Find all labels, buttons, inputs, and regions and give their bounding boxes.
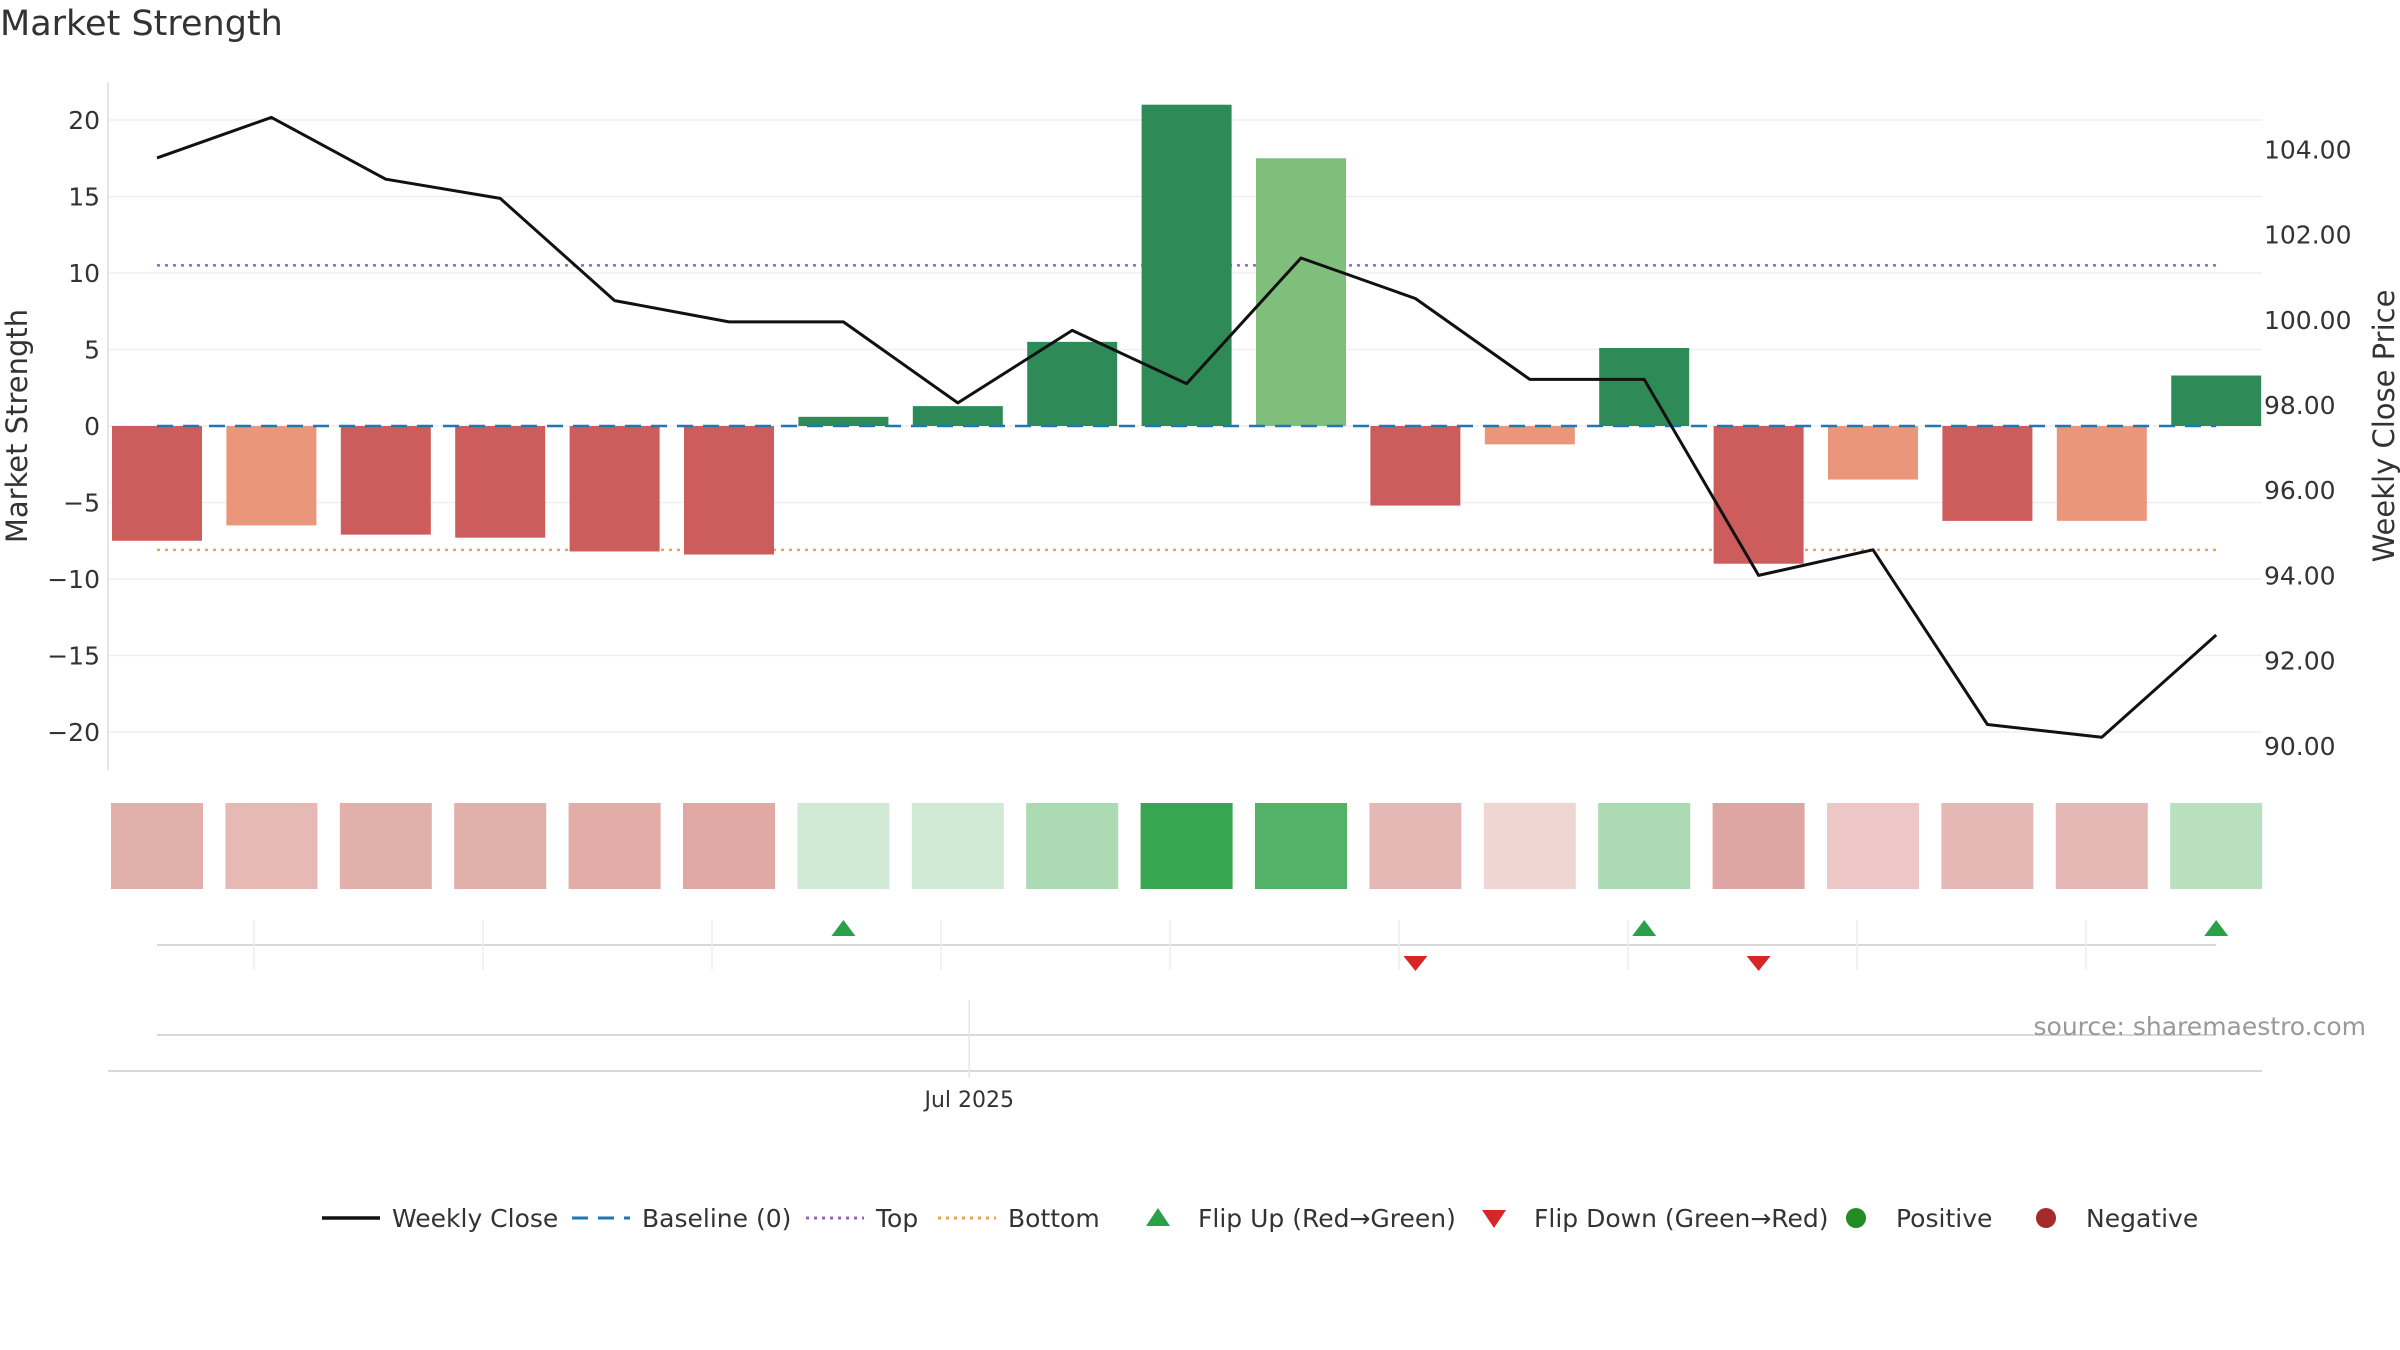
strength-bar — [455, 426, 546, 538]
legend: Weekly Close Baseline (0) Top Bottom Flip Up… — [322, 1204, 2198, 1233]
strength-bar — [1599, 347, 1690, 426]
legend-label: Negative — [2086, 1204, 2198, 1233]
y-tick-label-left: 15 — [68, 183, 100, 212]
heat-cell — [454, 803, 547, 889]
legend-label: Flip Up (Red→Green) — [1198, 1204, 1456, 1233]
chart-title: Market Strength — [0, 4, 283, 44]
flip-up-marker — [831, 920, 856, 936]
legend-item: Weekly Close — [322, 1204, 558, 1233]
y-tick-label-right: 104.00 — [2264, 135, 2351, 164]
heat-cell — [1255, 803, 1347, 889]
legend-label: Flip Down (Green→Red) — [1534, 1204, 1829, 1233]
strength-bar — [684, 426, 774, 555]
y-axis-label-left: Market Strength — [0, 309, 34, 543]
legend-item: Bottom — [938, 1204, 1100, 1233]
strength-bar — [912, 406, 1003, 426]
strength-bar — [2056, 426, 2147, 521]
left-axis: 20 15 10 5 0 −5 −10 −15 −20 — [47, 82, 109, 770]
y-tick-label-left: −10 — [47, 565, 100, 594]
y-tick-label-right: 94.00 — [2264, 561, 2336, 590]
legend-label: Baseline (0) — [642, 1204, 791, 1233]
x-axis: Jul 2025 — [108, 1000, 2262, 1113]
strength-bar — [1828, 426, 1918, 480]
flip-panel — [157, 920, 2229, 971]
y-tick-label-left: −15 — [47, 642, 100, 671]
right-axis: 104.00 102.00 100.00 98.00 96.00 94.00 92.00 90… — [2264, 135, 2351, 760]
y-axis-label-right: Weekly Close Price — [2367, 290, 2400, 563]
source-label: source: sharemaestro.com — [2034, 1012, 2367, 1041]
heat-strip — [111, 803, 2263, 889]
weekly-close-line — [156, 115, 2218, 739]
x-tick-label: Jul 2025 — [922, 1088, 1014, 1113]
heat-cell — [797, 803, 890, 889]
strength-bar — [226, 426, 317, 526]
legend-item: Baseline (0) — [572, 1204, 791, 1233]
heat-cell — [1827, 803, 1919, 889]
legend-swatch — [1146, 1208, 1170, 1226]
y-tick-label-left: 5 — [84, 336, 100, 365]
legend-item: Positive — [1846, 1204, 1992, 1233]
heat-cell — [1598, 803, 1691, 889]
strength-bar — [112, 426, 202, 541]
heat-cell — [1140, 803, 1233, 889]
heat-cell — [111, 803, 203, 889]
flip-up-marker — [2204, 920, 2229, 936]
y-tick-label-left: 20 — [68, 106, 100, 135]
legend-label: Top — [875, 1204, 918, 1233]
heat-cell — [2170, 803, 2263, 889]
legend-swatch — [1846, 1208, 1866, 1228]
legend-swatch — [2036, 1208, 2056, 1228]
heat-cell — [339, 803, 432, 889]
legend-swatch — [1482, 1210, 1506, 1228]
y-tick-label-right: 92.00 — [2264, 647, 2336, 676]
y-tick-label-right: 98.00 — [2264, 391, 2336, 420]
legend-item: Top — [806, 1204, 918, 1233]
strength-bar — [569, 426, 660, 552]
flip-down-marker — [1746, 956, 1771, 971]
heat-cell — [911, 803, 1004, 889]
strength-bar — [340, 426, 431, 535]
legend-item: Flip Down (Green→Red) — [1482, 1204, 1829, 1233]
heat-cell — [1941, 803, 2034, 889]
y-tick-label-left: 0 — [84, 412, 100, 441]
y-tick-label-left: −20 — [47, 718, 100, 747]
strength-bar — [1027, 341, 1118, 426]
flip-up-marker — [1632, 920, 1657, 936]
heat-cell — [1026, 803, 1119, 889]
y-tick-label-left: 10 — [68, 259, 100, 288]
weekly-close-layer — [156, 115, 2218, 739]
legend-label: Bottom — [1008, 1204, 1100, 1233]
heat-cell — [683, 803, 775, 889]
legend-label: Weekly Close — [392, 1204, 558, 1233]
legend-item: Flip Up (Red→Green) — [1146, 1204, 1456, 1233]
strength-bar — [1942, 426, 2033, 521]
strength-bar — [2171, 375, 2262, 426]
legend-item: Negative — [2036, 1204, 2198, 1233]
y-tick-label-left: −5 — [63, 489, 100, 518]
legend-label: Positive — [1896, 1204, 1992, 1233]
heat-cell — [568, 803, 661, 889]
strength-bar — [798, 416, 889, 426]
heat-cell — [1369, 803, 1462, 889]
heat-cell — [2055, 803, 2148, 889]
heat-cell — [1712, 803, 1805, 889]
strength-bar — [1713, 426, 1804, 564]
y-tick-label-right: 102.00 — [2264, 221, 2351, 250]
strength-bars — [112, 104, 2262, 564]
strength-bar — [1370, 426, 1461, 506]
y-tick-label-right: 96.00 — [2264, 476, 2336, 505]
y-tick-label-right: 100.00 — [2264, 306, 2351, 335]
heat-cell — [1483, 803, 1576, 889]
y-tick-label-right: 90.00 — [2264, 732, 2336, 761]
strength-bar — [1484, 426, 1575, 445]
strength-bar — [1141, 104, 1232, 426]
flip-down-marker — [1403, 956, 1428, 971]
heat-cell — [225, 803, 318, 889]
